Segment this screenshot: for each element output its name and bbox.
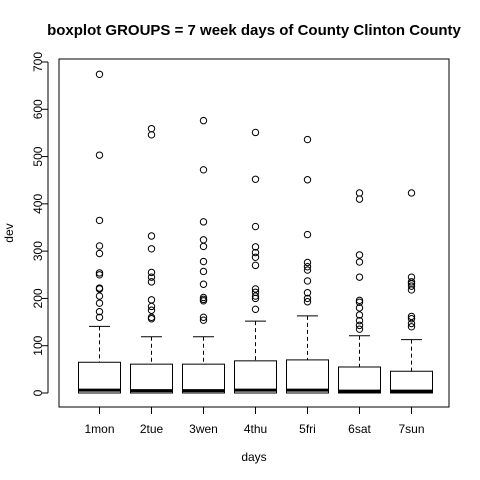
y-tick-label: 200 bbox=[31, 288, 45, 308]
box bbox=[287, 360, 329, 393]
box bbox=[183, 364, 225, 393]
x-tick-label: 2tue bbox=[140, 422, 164, 436]
y-tick-label: 100 bbox=[31, 335, 45, 355]
x-tick-label: 7sun bbox=[398, 422, 424, 436]
y-tick-label: 700 bbox=[31, 52, 45, 72]
box bbox=[131, 364, 173, 393]
box bbox=[235, 361, 277, 393]
x-tick-label: 4thu bbox=[244, 422, 267, 436]
y-tick-label: 600 bbox=[31, 99, 45, 119]
x-tick-label: 5fri bbox=[299, 422, 316, 436]
y-tick-label: 0 bbox=[31, 389, 45, 396]
x-tick-label: 1mon bbox=[84, 422, 114, 436]
y-tick-label: 300 bbox=[31, 241, 45, 261]
y-axis-label: dev bbox=[2, 223, 16, 242]
chart-title: boxplot GROUPS = 7 week days of County C… bbox=[47, 22, 461, 39]
x-axis-label: days bbox=[241, 450, 266, 464]
y-tick-label: 500 bbox=[31, 146, 45, 166]
x-tick-label: 3wen bbox=[189, 422, 218, 436]
box bbox=[339, 367, 381, 393]
x-tick-label: 6sat bbox=[348, 422, 371, 436]
box bbox=[79, 362, 121, 393]
y-tick-label: 400 bbox=[31, 194, 45, 214]
